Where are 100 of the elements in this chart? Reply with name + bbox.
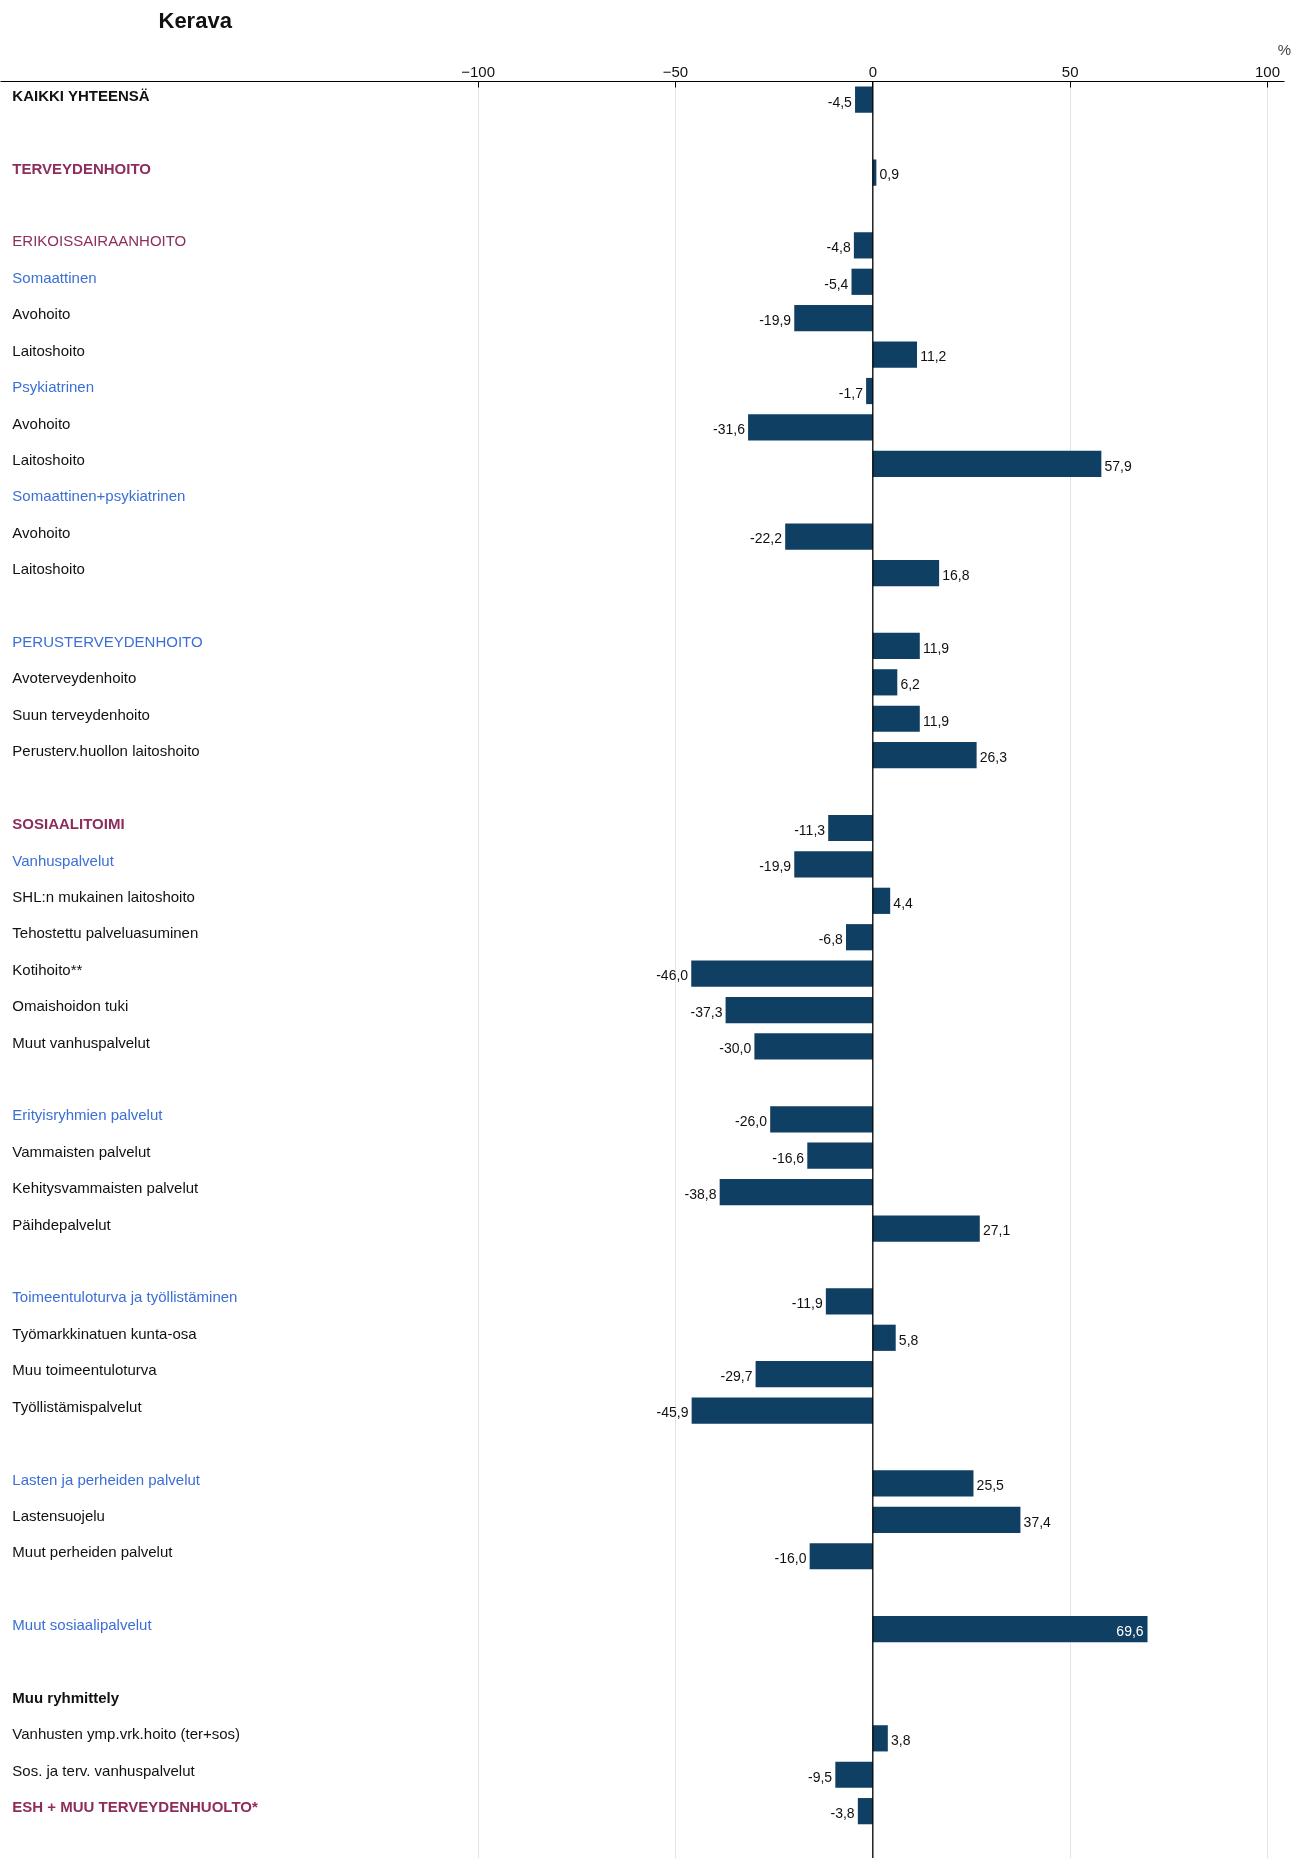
y-tick-label: ERIKOISSAIRAANHOITO [12, 232, 187, 250]
bar [691, 1397, 873, 1424]
y-tick-label: TERVEYDENHOITO [12, 159, 152, 177]
data-label: -19,9 [759, 858, 792, 875]
data-label: -31,6 [713, 421, 746, 438]
bar [835, 1761, 873, 1788]
y-tick-label: Muut perheiden palvelut [12, 1543, 174, 1561]
data-label: -38,8 [684, 1185, 717, 1202]
bar [719, 1179, 873, 1206]
bar [785, 523, 873, 550]
data-label: -11,3 [794, 821, 826, 838]
y-tick-label: Somaattinen [12, 268, 97, 286]
data-label: -4,8 [826, 239, 851, 256]
x-tick-label: 50 [1061, 62, 1079, 80]
bar [794, 851, 873, 878]
data-label: -16,0 [774, 1550, 807, 1567]
bar [872, 632, 920, 660]
bar [872, 742, 977, 769]
y-tick-label: Muu toimeentuloturva [12, 1361, 158, 1379]
bar [872, 1615, 1148, 1643]
x-tick-label: −100 [461, 62, 496, 80]
bar [872, 1470, 974, 1497]
bar [872, 450, 1102, 477]
data-label: 11,9 [922, 639, 950, 656]
y-tick-label: Lasten ja perheiden palvelut [12, 1470, 201, 1488]
y-tick-label: Muut vanhuspalvelut [12, 1033, 151, 1051]
bar [872, 1725, 888, 1752]
x-tick-label: 100 [1255, 62, 1281, 80]
data-label: 11,2 [920, 348, 947, 365]
y-tick-label: Somaattinen+psykiatrinen [12, 487, 186, 505]
bar [851, 268, 873, 295]
y-tick-label: Psykiatrinen [12, 378, 95, 396]
bar [872, 341, 918, 368]
y-tick-label: Sos. ja terv. vanhuspalvelut [12, 1761, 196, 1779]
data-label: 3,8 [890, 1732, 911, 1749]
y-tick-label: Muu ryhmittely [12, 1689, 120, 1707]
data-label: -29,7 [720, 1368, 753, 1385]
bar [755, 1361, 873, 1388]
y-tick-label: Vanhusten ymp.vrk.hoito (ter+sos) [12, 1725, 241, 1743]
bar [794, 305, 873, 332]
data-label: 57,9 [1104, 457, 1132, 474]
y-tick-label: PERUSTERVEYDENHOITO [12, 633, 203, 651]
data-label: -6,8 [818, 931, 844, 948]
y-tick-label: Vanhuspalvelut [12, 851, 115, 869]
data-label: 0,9 [879, 166, 900, 183]
y-tick-label: Työllistämispalvelut [12, 1397, 143, 1415]
y-tick-label: Lastensuojelu [12, 1506, 105, 1524]
bar [748, 414, 873, 441]
data-label: -45,9 [656, 1404, 689, 1421]
bar [853, 232, 873, 259]
bar [872, 887, 891, 914]
data-label: -26,0 [735, 1113, 768, 1130]
y-tick-label: Avoterveydenhoito [12, 669, 137, 687]
y-tick-label: Erityisryhmien palvelut [12, 1106, 164, 1124]
data-label: 4,4 [893, 894, 914, 911]
bar [872, 1324, 896, 1351]
y-tick-label: ESH + MUU TERVEYDENHUOLTO* [12, 1798, 258, 1816]
bar [855, 86, 873, 113]
data-label: 26,3 [979, 748, 1008, 765]
bar [809, 1543, 873, 1570]
y-tick-label: Muut sosiaalipalvelut [12, 1616, 153, 1634]
y-tick-label: KAIKKI YHTEENSÄ [12, 86, 150, 104]
y-tick-label: Omaishoidon tuki [12, 997, 129, 1015]
y-tick-label: Avohoito [12, 305, 71, 323]
y-tick-label: Laitoshoito [12, 560, 85, 578]
data-label: -1,7 [838, 384, 864, 401]
y-tick-label: Toimeentuloturva ja työllistäminen [12, 1288, 238, 1306]
x-tick-label: −50 [662, 62, 689, 80]
y-tick-label: Kotihoito** [12, 960, 83, 978]
bar [845, 924, 873, 951]
data-label: -5,4 [824, 275, 849, 292]
data-label: -11,9 [791, 1295, 823, 1312]
bar [807, 1142, 873, 1169]
bar [754, 1033, 873, 1060]
bar [872, 1506, 1021, 1533]
bar [872, 669, 898, 696]
bar [872, 705, 920, 732]
data-label: 37,4 [1023, 1513, 1052, 1530]
y-tick-label: SOSIAALITOIMI [12, 815, 125, 833]
y-tick-label: Vammaisten palvelut [12, 1142, 152, 1160]
y-tick-label: Avohoito [12, 414, 71, 432]
data-label: 5,8 [898, 1331, 919, 1348]
y-tick-label: Tehostettu palveluasuminen [12, 924, 199, 942]
data-label: -16,6 [772, 1149, 805, 1166]
data-label: -19,9 [759, 312, 792, 329]
data-label: -30,0 [719, 1040, 752, 1057]
data-label: 6,2 [900, 676, 921, 693]
y-tick-label: Suun terveydenhoito [12, 705, 150, 723]
data-label: -22,2 [750, 530, 783, 547]
data-label: -9,5 [808, 1768, 833, 1785]
y-tick-label: Kehitysvammaisten palvelut [12, 1179, 200, 1197]
bar [691, 960, 873, 987]
bar [828, 814, 873, 842]
y-tick-label: Laitoshoito [12, 450, 85, 468]
data-label: 11,9 [922, 712, 950, 729]
data-label: -37,3 [690, 1003, 723, 1020]
data-label: -46,0 [656, 967, 689, 984]
data-label: 16,8 [942, 566, 970, 583]
bar [825, 1288, 873, 1315]
bar [872, 1215, 980, 1242]
